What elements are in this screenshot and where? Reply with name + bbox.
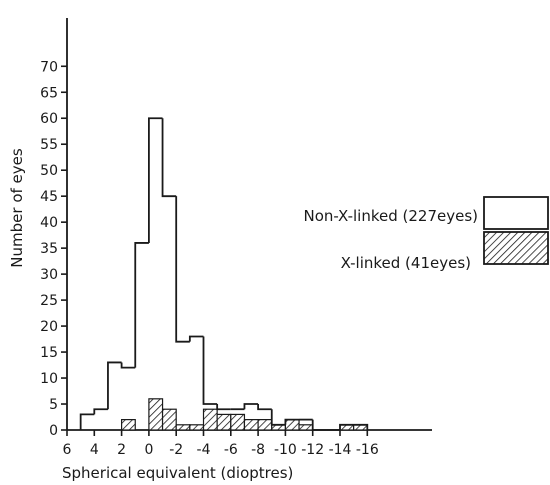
- bar-x-linked: [243, 419, 259, 431]
- x-tick-label: 0: [144, 442, 153, 458]
- bar-non-x-linked: [311, 419, 327, 431]
- y-tick-label: 15: [40, 345, 58, 361]
- y-tick-label: 65: [40, 85, 58, 101]
- bar-x-linked: [189, 424, 205, 431]
- y-tick-label: 20: [40, 319, 58, 335]
- x-axis: 6 4 2 0 -2 -4 -6 -8 -10 -12 -14 -16: [63, 429, 432, 458]
- y-tick-label: 50: [40, 163, 58, 179]
- bar-non-x-linked: [148, 117, 163, 243]
- bar-non-x-linked: [188, 335, 204, 342]
- y-tick-label: 60: [40, 111, 58, 127]
- x-tick-label: -8: [251, 442, 265, 458]
- y-axis: 0 5 10 15 20 25 30 35 40 45 50 55 60 65 70: [40, 18, 68, 439]
- legend-swatch-non-x-linked: [483, 196, 549, 230]
- y-tick-label: 70: [40, 59, 58, 75]
- x-tick-label: 2: [117, 442, 126, 458]
- x-tick-label: -10: [274, 442, 297, 458]
- y-tick-label: 45: [40, 189, 58, 205]
- bar-non-x-linked: [79, 413, 95, 430]
- legend-label-non-x-linked: Non-X-linked (227eyes): [303, 207, 478, 225]
- bar-x-linked: [161, 408, 177, 431]
- bar-non-x-linked: [202, 336, 218, 405]
- bar-x-linked: [175, 424, 191, 431]
- bar-non-x-linked: [161, 118, 177, 198]
- bar-x-linked: [298, 424, 314, 431]
- y-axis-title: Number of eyes: [8, 148, 26, 268]
- histogram-bars: [79, 117, 369, 431]
- bar-non-x-linked: [107, 361, 122, 410]
- x-tick-label: -2: [169, 442, 183, 458]
- x-tick-label: -16: [356, 442, 379, 458]
- bar-non-x-linked: [353, 423, 369, 430]
- bar-non-x-linked: [339, 423, 354, 430]
- x-tick-label: -4: [197, 442, 211, 458]
- x-tick-label: 4: [90, 442, 99, 458]
- bar-non-x-linked: [284, 418, 300, 425]
- bar-non-x-linked: [270, 409, 286, 426]
- bar-x-linked: [284, 419, 300, 431]
- bar-x-linked: [230, 413, 246, 431]
- x-tick-label: -12: [301, 442, 324, 458]
- bar-non-x-linked: [257, 404, 272, 411]
- y-tick-label: 35: [40, 241, 58, 257]
- bar-non-x-linked: [134, 242, 149, 368]
- y-tick-label: 0: [49, 423, 58, 439]
- legend-swatch-x-linked: [483, 231, 549, 265]
- bar-non-x-linked: [175, 196, 190, 343]
- legend: Non-X-linked (227eyes) X-linked (41eyes): [303, 196, 549, 272]
- bar-non-x-linked: [120, 362, 136, 369]
- bar-x-linked: [202, 408, 218, 431]
- y-tick-label: 10: [40, 371, 58, 387]
- x-axis-title: Spherical equivalent (dioptres): [62, 464, 293, 482]
- y-tick-label: 30: [40, 267, 58, 283]
- legend-label-x-linked: X-linked (41eyes): [341, 254, 471, 272]
- x-tick-label: 6: [63, 442, 72, 458]
- x-tick-label: -6: [224, 442, 238, 458]
- bar-non-x-linked: [93, 408, 108, 415]
- y-tick-label: 5: [49, 397, 58, 413]
- bar-non-x-linked: [243, 403, 259, 410]
- y-tick-label: 55: [40, 137, 58, 153]
- bar-x-linked: [216, 413, 232, 431]
- bar-x-linked: [120, 419, 136, 431]
- bar-x-linked: [148, 398, 164, 431]
- bar-non-x-linked: [216, 404, 231, 411]
- y-tick-label: 25: [40, 293, 58, 309]
- y-tick-label: 40: [40, 215, 58, 231]
- x-tick-label: -14: [329, 442, 352, 458]
- bar-x-linked: [257, 419, 273, 431]
